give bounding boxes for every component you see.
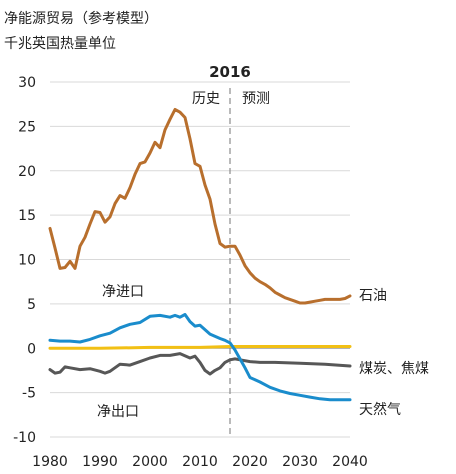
x-tick-label: 1990	[82, 454, 118, 470]
x-tick-label: 2040	[332, 454, 368, 470]
natural-gas-line	[48, 313, 352, 402]
y-tick-label: 5	[27, 297, 36, 313]
net-imports-label: 净进口	[102, 284, 144, 300]
y-tick-label: 25	[18, 119, 36, 135]
chart-subtitle: 千兆英国热量单位	[4, 35, 116, 52]
y-tick-label: 20	[18, 164, 36, 180]
x-tick-label: 2030	[282, 454, 318, 470]
grid-layer	[50, 81, 350, 438]
coal-line	[48, 352, 352, 376]
y-tick-label: -5	[22, 386, 36, 402]
y-tick-label: 10	[18, 253, 36, 269]
other-line	[48, 345, 352, 350]
oil-series-label: 石油	[359, 288, 387, 304]
divider-year-label: 2016	[209, 63, 251, 81]
y-tick-label: 15	[18, 208, 36, 224]
x-tick-label: 2010	[182, 454, 218, 470]
x-tick-label: 2020	[232, 454, 268, 470]
x-tick-label: 1980	[32, 454, 68, 470]
projection-label: 预测	[242, 91, 270, 107]
coal-series-label: 煤炭、焦煤	[359, 361, 429, 377]
natural-gas-series-label: 天然气	[359, 401, 401, 418]
chart-title: 净能源贸易（参考模型）	[4, 10, 158, 27]
y-axis: 30 25 20 15 10 5 0 -5 -10	[13, 75, 36, 446]
series-layer	[48, 108, 352, 402]
oil-line	[48, 108, 352, 305]
x-tick-label: 2000	[132, 454, 168, 470]
y-tick-label: 0	[27, 341, 36, 357]
y-tick-label: 30	[18, 75, 36, 91]
y-tick-label: -10	[13, 430, 36, 446]
net-exports-label: 净出口	[97, 404, 139, 420]
history-label: 历史	[192, 91, 220, 107]
x-axis: 1980 1990 2000 2010 2020 2030 2040	[32, 454, 368, 470]
